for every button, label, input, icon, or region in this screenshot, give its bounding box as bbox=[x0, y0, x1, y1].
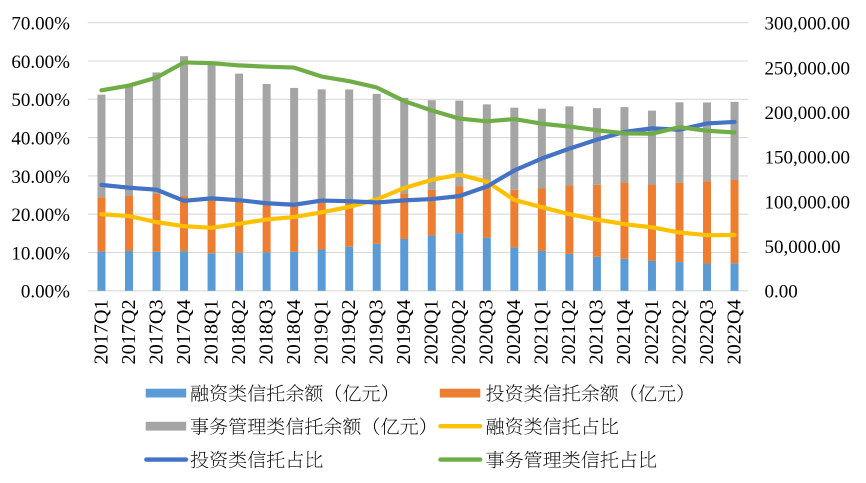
svg-text:2017Q4: 2017Q4 bbox=[173, 299, 195, 364]
svg-text:2022Q4: 2022Q4 bbox=[723, 299, 745, 364]
svg-text:2020Q2: 2020Q2 bbox=[448, 299, 470, 364]
svg-text:10.00%: 10.00% bbox=[11, 243, 70, 264]
svg-text:2019Q1: 2019Q1 bbox=[310, 299, 332, 364]
svg-text:2021Q2: 2021Q2 bbox=[558, 299, 580, 364]
svg-text:2021Q1: 2021Q1 bbox=[531, 299, 553, 364]
svg-text:2017Q3: 2017Q3 bbox=[145, 299, 167, 364]
svg-text:50.00%: 50.00% bbox=[11, 90, 70, 111]
svg-text:300,000.00: 300,000.00 bbox=[765, 14, 851, 35]
svg-text:0.00%: 0.00% bbox=[21, 282, 70, 303]
svg-text:30.00%: 30.00% bbox=[11, 167, 70, 188]
svg-text:2021Q4: 2021Q4 bbox=[613, 299, 635, 364]
svg-text:250,000.00: 250,000.00 bbox=[765, 58, 851, 79]
svg-text:2019Q2: 2019Q2 bbox=[338, 299, 360, 364]
svg-text:50,000.00: 50,000.00 bbox=[765, 237, 841, 258]
svg-text:2017Q2: 2017Q2 bbox=[118, 299, 140, 364]
svg-text:2022Q2: 2022Q2 bbox=[668, 299, 690, 364]
svg-text:2019Q4: 2019Q4 bbox=[393, 299, 415, 364]
svg-text:2022Q1: 2022Q1 bbox=[641, 299, 663, 364]
svg-text:40.00%: 40.00% bbox=[11, 129, 70, 150]
svg-text:2020Q3: 2020Q3 bbox=[476, 299, 498, 364]
svg-text:2018Q3: 2018Q3 bbox=[255, 299, 277, 364]
svg-text:0.00: 0.00 bbox=[765, 282, 798, 303]
svg-text:70.00%: 70.00% bbox=[11, 14, 70, 35]
svg-text:100,000.00: 100,000.00 bbox=[765, 192, 851, 213]
svg-text:2019Q3: 2019Q3 bbox=[366, 299, 388, 364]
svg-text:200,000.00: 200,000.00 bbox=[765, 103, 851, 124]
svg-text:2020Q1: 2020Q1 bbox=[421, 299, 443, 364]
svg-text:2018Q1: 2018Q1 bbox=[200, 299, 222, 364]
svg-text:150,000.00: 150,000.00 bbox=[765, 148, 851, 169]
svg-text:2022Q3: 2022Q3 bbox=[696, 299, 718, 364]
svg-text:2021Q3: 2021Q3 bbox=[586, 299, 608, 364]
svg-text:60.00%: 60.00% bbox=[11, 52, 70, 73]
svg-text:2017Q1: 2017Q1 bbox=[90, 299, 112, 364]
svg-text:2018Q2: 2018Q2 bbox=[228, 299, 250, 364]
svg-text:2018Q4: 2018Q4 bbox=[283, 299, 305, 364]
svg-text:20.00%: 20.00% bbox=[11, 205, 70, 226]
svg-text:2020Q4: 2020Q4 bbox=[503, 299, 525, 364]
